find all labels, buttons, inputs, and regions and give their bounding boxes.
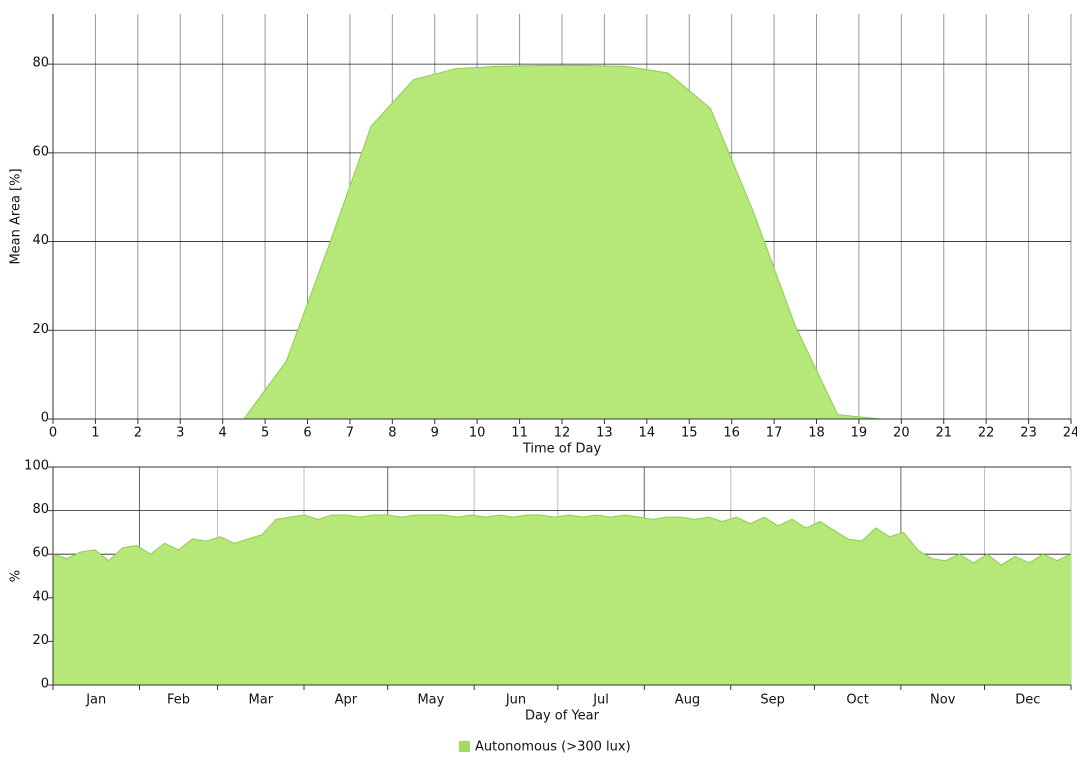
x-tick-label: May	[417, 693, 444, 708]
x-tick-label: Feb	[167, 693, 190, 708]
x-tick-label: 7	[346, 426, 354, 441]
x-tick-label: 9	[431, 426, 439, 441]
x-tick-label: 2	[134, 426, 142, 441]
x-tick-label: 17	[766, 426, 783, 441]
y-tick-label: 40	[32, 233, 49, 248]
legend-label: Autonomous (>300 lux)	[475, 740, 631, 755]
y-axis-label: %	[9, 570, 24, 582]
x-tick-label: 18	[808, 426, 825, 441]
y-tick-label: 40	[32, 589, 49, 604]
x-tick-label: 1	[91, 426, 99, 441]
area-line	[52, 514, 1072, 566]
x-tick-label: 23	[1020, 426, 1037, 441]
x-tick-label: Sep	[760, 693, 785, 708]
x-tick-label: 4	[219, 426, 227, 441]
x-tick-label: 5	[261, 426, 269, 441]
x-tick-label: Dec	[1015, 693, 1040, 708]
x-axis-label: Day of Year	[525, 709, 600, 724]
x-axis-label: Time of Day	[522, 442, 602, 457]
x-tick-label: 15	[681, 426, 698, 441]
x-tick-label: 21	[935, 426, 952, 441]
x-tick-label: 8	[388, 426, 396, 441]
x-tick-label: 22	[978, 426, 995, 441]
x-tick-label: 3	[176, 426, 184, 441]
x-tick-label: Jun	[505, 693, 526, 708]
y-tick-label: 80	[32, 56, 49, 71]
x-tick-label: 11	[511, 426, 528, 441]
x-tick-label: 12	[554, 426, 571, 441]
y-tick-label: 60	[32, 144, 49, 159]
x-tick-label: 13	[596, 426, 613, 441]
y-axis-label: Mean Area [%]	[9, 168, 24, 264]
x-tick-label: Jan	[85, 693, 106, 708]
x-tick-label: 14	[639, 426, 656, 441]
x-tick-label: 6	[303, 426, 311, 441]
x-tick-label: Nov	[930, 693, 956, 708]
y-tick-label: 20	[32, 322, 49, 337]
x-tick-label: Apr	[335, 693, 358, 708]
x-tick-label: 19	[851, 426, 868, 441]
x-tick-label: Aug	[675, 693, 700, 708]
y-tick-label: 60	[32, 546, 49, 561]
area	[53, 65, 1071, 420]
x-tick-label: 20	[893, 426, 910, 441]
x-tick-label: Oct	[846, 693, 868, 708]
area-line	[53, 64, 1071, 420]
area	[53, 514, 1071, 685]
x-tick-label: 10	[469, 426, 486, 441]
y-tick-label: 0	[41, 411, 49, 426]
y-tick-label: 80	[32, 502, 49, 517]
legend-swatch	[459, 741, 470, 752]
x-tick-label: Mar	[249, 693, 274, 708]
y-tick-label: 100	[24, 459, 49, 474]
x-tick-label: 24	[1063, 426, 1077, 441]
y-tick-label: 0	[41, 677, 49, 692]
x-tick-label: Jul	[592, 693, 609, 708]
x-tick-label: 0	[49, 426, 57, 441]
x-tick-label: 16	[723, 426, 740, 441]
y-tick-label: 20	[32, 633, 49, 648]
